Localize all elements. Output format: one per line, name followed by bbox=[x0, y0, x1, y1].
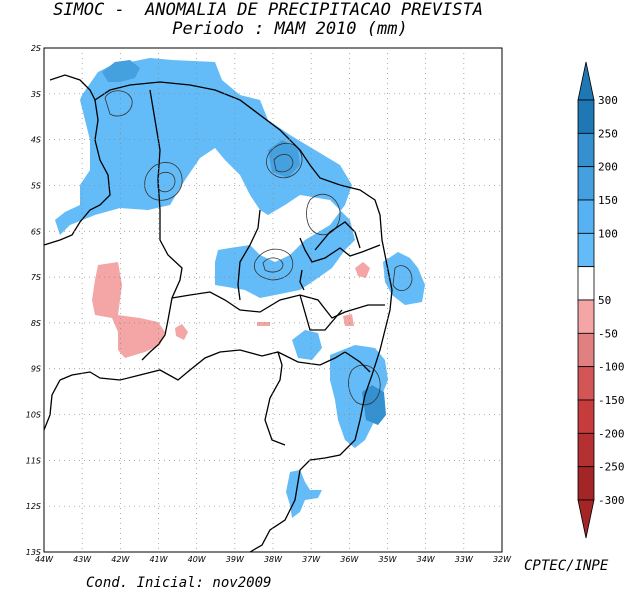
y-tick-label: 6S bbox=[31, 227, 41, 236]
x-tick-label: 39W bbox=[226, 555, 245, 564]
y-tick-label: 12S bbox=[26, 502, 41, 511]
y-tick-label: 2S bbox=[31, 44, 41, 53]
state-borders bbox=[43, 74, 393, 553]
legend-top-arrow bbox=[577, 61, 595, 101]
legend-swatch bbox=[577, 366, 595, 401]
legend-label: -50 bbox=[598, 327, 618, 340]
y-tick-label: 5S bbox=[31, 181, 41, 190]
legend-label: -200 bbox=[598, 427, 625, 440]
legend-swatch bbox=[577, 399, 595, 434]
legend-swatch bbox=[577, 99, 595, 134]
legend-label: 300 bbox=[598, 94, 618, 107]
legend-label: -250 bbox=[598, 461, 625, 474]
credit-label: CPTEC/INPE bbox=[524, 558, 609, 574]
legend-bottom-arrow bbox=[577, 499, 595, 539]
y-tick-labels: 2S 3S 4S 5S 6S 7S 8S 9S 10S 11S 12S 13S bbox=[26, 44, 41, 557]
legend-label: 50 bbox=[598, 294, 611, 307]
map-panel: 44W 43W 42W 41W 40W 39W 38W 37W 36W 35W 34W 33W 32W … bbox=[26, 44, 512, 564]
x-tick-label: 37W bbox=[302, 555, 321, 564]
legend-label: -150 bbox=[598, 394, 625, 407]
legend-label: 150 bbox=[598, 194, 618, 207]
x-tick-label: 43W bbox=[73, 555, 92, 564]
legend-swatch bbox=[577, 299, 595, 334]
y-tick-label: 7S bbox=[31, 273, 41, 282]
x-tick-label: 44W bbox=[35, 555, 54, 564]
title-line-1: SIMOC - ANOMALIA DE PRECIPITACAO PREVIST… bbox=[53, 0, 483, 20]
color-legend: 300 250 200 150 100 50 -50 -100 -150 -200 -250 -300 bbox=[577, 61, 625, 539]
contour-lines bbox=[104, 90, 413, 406]
legend-label: -100 bbox=[598, 361, 625, 374]
anomaly-area-east bbox=[383, 252, 425, 305]
x-tick-label: 38W bbox=[264, 555, 283, 564]
y-tick-label: 9S bbox=[31, 365, 41, 374]
title-line-2: Periodo : MAM 2010 (mm) bbox=[172, 19, 408, 39]
anomaly-area-south bbox=[286, 470, 322, 518]
x-tick-label: 40W bbox=[188, 555, 207, 564]
legend-label: -300 bbox=[598, 494, 625, 507]
y-tick-label: 10S bbox=[26, 411, 41, 420]
legend-label: 250 bbox=[598, 127, 618, 140]
anomaly-area-mid bbox=[292, 330, 322, 360]
y-tick-label: 8S bbox=[31, 319, 41, 328]
x-tick-label: 34W bbox=[417, 555, 436, 564]
y-tick-label: 13S bbox=[26, 548, 41, 557]
negative-area-small-4 bbox=[257, 322, 270, 326]
x-tick-label: 42W bbox=[111, 555, 130, 564]
y-tick-label: 11S bbox=[26, 456, 41, 465]
legend-swatch bbox=[577, 132, 595, 168]
legend-swatch bbox=[577, 166, 595, 201]
initial-condition-label: Cond. Inicial: nov2009 bbox=[86, 575, 272, 591]
x-tick-label: 41W bbox=[149, 555, 168, 564]
legend-swatch bbox=[577, 266, 595, 301]
legend-swatch bbox=[577, 466, 595, 501]
map-grid bbox=[44, 48, 502, 552]
legend-swatch bbox=[577, 332, 595, 368]
y-tick-label: 3S bbox=[31, 90, 41, 99]
anomaly-core-southeast bbox=[362, 385, 386, 425]
x-tick-labels: 44W 43W 42W 41W 40W 39W 38W 37W 36W 35W 34W 33W 32W bbox=[35, 555, 512, 564]
x-tick-label: 32W bbox=[493, 555, 512, 564]
anomaly-area-north-coast bbox=[55, 58, 355, 298]
x-tick-label: 36W bbox=[340, 555, 359, 564]
x-tick-label: 33W bbox=[455, 555, 474, 564]
x-tick-label: 35W bbox=[378, 555, 397, 564]
negative-area-small-2 bbox=[355, 262, 370, 278]
legend-swatch bbox=[577, 199, 595, 234]
legend-swatch bbox=[577, 432, 595, 468]
legend-label: 200 bbox=[598, 161, 618, 174]
legend-label: 100 bbox=[598, 227, 618, 240]
legend-swatch bbox=[577, 232, 595, 268]
negative-anomaly-areas bbox=[92, 262, 370, 358]
negative-area-small-1 bbox=[175, 324, 188, 340]
negative-area-small-3 bbox=[343, 314, 354, 326]
y-tick-label: 4S bbox=[31, 136, 41, 145]
negative-area-west bbox=[92, 262, 165, 358]
anomaly-core-north bbox=[102, 60, 140, 82]
